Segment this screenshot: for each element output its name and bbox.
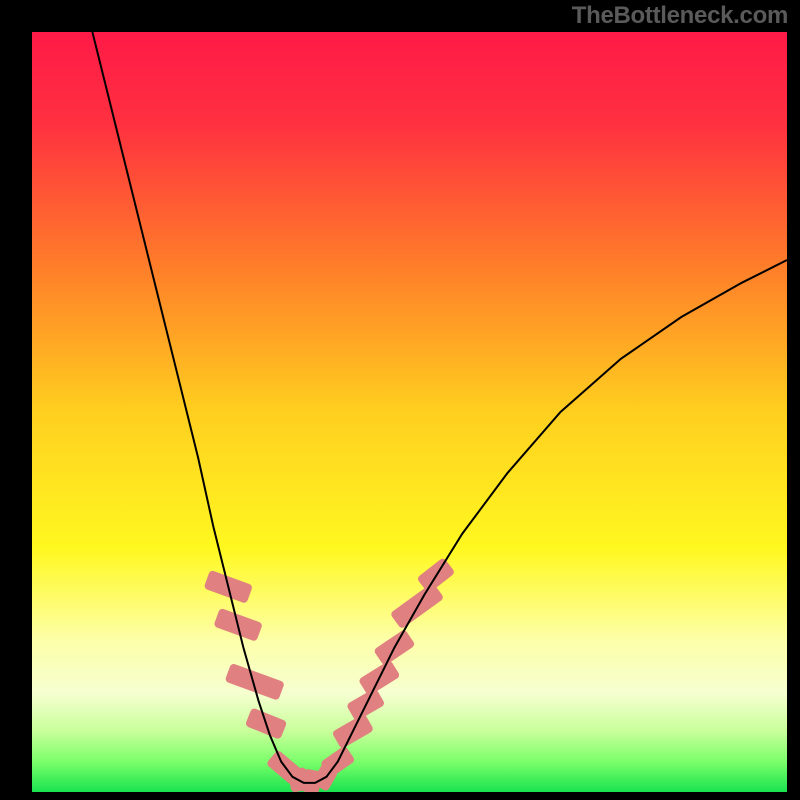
watermark-text: TheBottleneck.com (572, 2, 788, 30)
plot-area (32, 32, 787, 792)
curve-marker (225, 663, 285, 701)
chart-root: TheBottleneck.com (0, 0, 800, 800)
curve-layer (32, 32, 787, 792)
markers-group (204, 557, 456, 792)
bottleneck-curve (92, 32, 787, 783)
